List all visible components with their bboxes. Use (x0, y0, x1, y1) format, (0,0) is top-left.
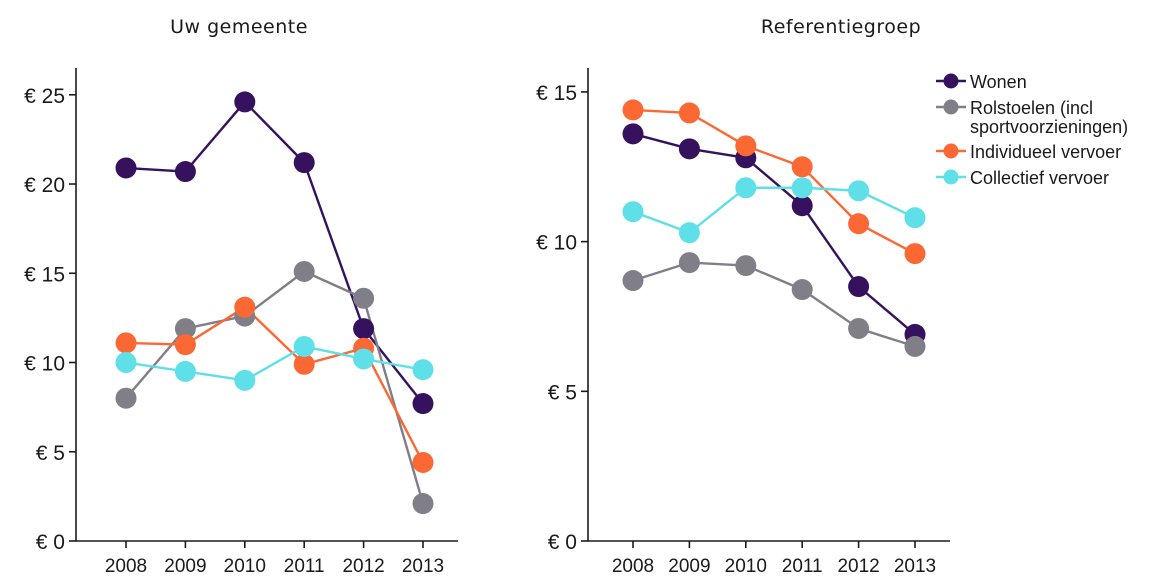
x-tick-label: 2009 (668, 556, 710, 577)
y-tick-label: € 15 (24, 263, 65, 286)
data-point-collectief-vervoer (735, 177, 757, 199)
y-tick-label: € 0 (36, 531, 65, 554)
data-point-individueel-vervoer (904, 243, 926, 265)
legend-marker (943, 169, 959, 185)
x-tick-label: 2008 (612, 556, 654, 577)
data-point-rolstoelen-incl-sportvoorzieningen (848, 317, 870, 339)
data-point-wonen (412, 393, 434, 415)
data-point-collectief-vervoer (293, 335, 315, 357)
y-tick-label: € 15 (536, 82, 577, 105)
series-line-individueel-vervoer (125, 305, 425, 464)
legend-label: Individueel vervoer (970, 142, 1121, 162)
data-point-collectief-vervoer (174, 360, 196, 382)
legend-marker (943, 143, 959, 159)
data-point-individueel-vervoer (735, 135, 757, 157)
data-point-rolstoelen-incl-sportvoorzieningen (412, 493, 434, 515)
series-line-rolstoelen-incl-sportvoorzieningen (125, 270, 425, 504)
x-tick-label: 2011 (782, 556, 823, 577)
legend-marker (943, 73, 959, 89)
data-point-rolstoelen-incl-sportvoorzieningen (904, 335, 926, 357)
data-point-collectief-vervoer (353, 348, 375, 370)
legend-label: Wonen (970, 72, 1027, 92)
legend-marker (943, 99, 959, 115)
legend-label: Rolstoelen (incl (970, 98, 1093, 118)
data-point-wonen (115, 157, 137, 179)
data-point-individueel-vervoer (293, 353, 315, 375)
x-tick-label: 2012 (837, 556, 879, 577)
data-point-wonen (848, 276, 870, 298)
x-tick-label: 2013 (402, 556, 444, 577)
data-point-individueel-vervoer (115, 332, 137, 354)
data-point-individueel-vervoer (848, 213, 870, 235)
y-tick-label: € 5 (548, 381, 577, 404)
x-tick-label: 2010 (725, 556, 767, 577)
x-tick-label: 2008 (105, 556, 147, 577)
data-point-collectief-vervoer (791, 177, 813, 199)
panel-referentiegroep: Referentiegroep € 0 € 5 € 10 € 15 2008 2009 201… (536, 16, 950, 577)
legend-label: sportvoorzieningen) (970, 117, 1128, 137)
y-tick-label: € 20 (24, 174, 65, 197)
data-point-wonen (791, 195, 813, 217)
panel-title: Referentiegroep (761, 16, 921, 38)
y-tick-label: € 0 (548, 531, 577, 554)
panel-uw-gemeente: Uw gemeente € 0 € 5 € 10 € 15 € 20 € 25 2008 200… (24, 16, 458, 577)
data-point-individueel-vervoer (412, 451, 434, 473)
data-point-wonen (622, 123, 644, 145)
y-tick-label: € 10 (536, 232, 577, 255)
x-tick-label: 2010 (224, 556, 266, 577)
y-tick-label: € 5 (36, 442, 65, 465)
data-point-rolstoelen-incl-sportvoorzieningen (353, 287, 375, 309)
data-point-rolstoelen-incl-sportvoorzieningen (622, 270, 644, 292)
data-point-collectief-vervoer (115, 352, 137, 374)
x-tick-label: 2013 (894, 556, 936, 577)
data-point-rolstoelen-incl-sportvoorzieningen (791, 279, 813, 301)
y-tick-label: € 25 (24, 85, 65, 108)
data-point-collectief-vervoer (678, 222, 700, 244)
data-point-individueel-vervoer (234, 296, 256, 318)
data-point-rolstoelen-incl-sportvoorzieningen (678, 252, 700, 274)
series-line-collectief-vervoer (632, 186, 916, 234)
data-point-collectief-vervoer (412, 359, 434, 381)
data-point-rolstoelen-incl-sportvoorzieningen (174, 318, 196, 340)
x-tick-label: 2012 (342, 556, 384, 577)
data-point-wonen (293, 152, 315, 174)
data-point-wonen (234, 91, 256, 113)
data-point-wonen (678, 138, 700, 160)
series-line-wonen (632, 132, 916, 336)
x-tick-label: 2009 (164, 556, 206, 577)
data-point-individueel-vervoer (678, 102, 700, 124)
data-point-individueel-vervoer (791, 156, 813, 178)
y-tick-label: € 10 (24, 353, 65, 376)
data-point-collectief-vervoer (234, 369, 256, 391)
series-line-wonen (125, 100, 424, 405)
panel-title: Uw gemeente (170, 16, 308, 38)
data-point-individueel-vervoer (622, 99, 644, 121)
x-tick-label: 2011 (284, 556, 325, 577)
chart-legend: Wonen Rolstoelen (inclsportvoorzieningen)… (936, 72, 1128, 188)
data-point-rolstoelen-incl-sportvoorzieningen (735, 255, 757, 277)
legend-label: Collectief vervoer (970, 168, 1109, 188)
data-point-rolstoelen-incl-sportvoorzieningen (115, 387, 137, 409)
data-point-rolstoelen-incl-sportvoorzieningen (293, 260, 315, 282)
data-point-collectief-vervoer (622, 201, 644, 223)
data-point-individueel-vervoer (174, 334, 196, 356)
data-point-collectief-vervoer (904, 207, 926, 229)
data-point-wonen (174, 161, 196, 183)
series-line-rolstoelen-incl-sportvoorzieningen (632, 261, 916, 348)
data-point-collectief-vervoer (848, 180, 870, 202)
data-point-wonen (353, 318, 375, 340)
